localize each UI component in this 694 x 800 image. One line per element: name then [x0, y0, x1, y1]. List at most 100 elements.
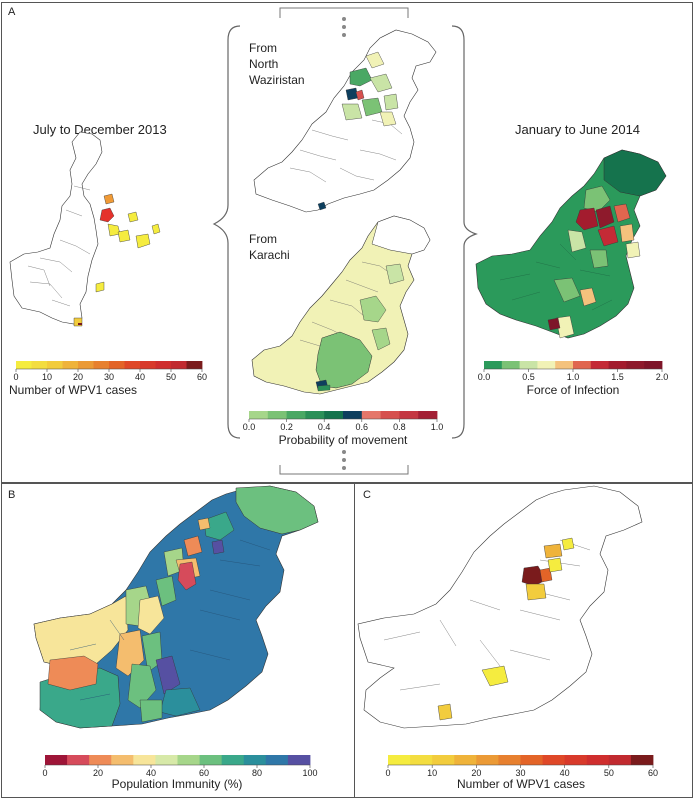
right-curly-brace: [451, 25, 478, 439]
case-district-c: [127, 211, 139, 223]
legend-cases-a-title: Number of WPV1 cases: [8, 383, 138, 397]
from-north-waziristan-label: From North Waziristan: [249, 41, 305, 87]
legend-immunity-swatch: [155, 755, 178, 765]
legend-cases-a-swatch: [171, 361, 187, 369]
legend-cases-c-swatch: [630, 755, 654, 765]
legend-cases-c-swatch: [388, 755, 411, 765]
legend-movement-swatch: [418, 411, 438, 419]
legend-immunity-swatch: [67, 755, 90, 765]
legend-tick-label: 1.0: [566, 372, 580, 382]
top-bracket: [279, 7, 409, 18]
legend-movement-swatch: [267, 411, 287, 419]
legend-movement-title: Probability of movement: [278, 433, 408, 447]
legend-tick-label: 1.5: [611, 372, 624, 382]
legend-cases-c-swatch: [476, 755, 499, 765]
legend-tick-label: 0.5: [522, 372, 535, 382]
legend-foi-swatch: [501, 361, 520, 369]
legend-foi-title: Force of Infection: [526, 383, 620, 397]
legend-cases-a-swatch: [155, 361, 172, 369]
legend-tick-label: 60: [196, 372, 208, 382]
legend-tick-label: 0.8: [393, 422, 406, 432]
legend-cases-a-swatch: [47, 361, 63, 369]
low-immunity-district: [177, 561, 197, 591]
legend-cases-a-swatch: [140, 361, 156, 369]
map-from-karachi: [251, 215, 431, 395]
legend-movement-swatch: [305, 411, 325, 419]
legend-tick-label: 40: [559, 768, 570, 778]
case-district-bajaur: [99, 207, 115, 223]
legend-cases-a-swatch: [186, 361, 203, 369]
legend-movement-swatch: [286, 411, 306, 419]
legend-cases-a-swatch: [109, 361, 125, 369]
top-dots-icon: [342, 17, 346, 37]
left-map-title: July to December 2013: [33, 122, 167, 137]
case-district-sindh: [481, 665, 509, 687]
legend-tick-label: 0: [13, 372, 19, 382]
legend-tick-label: 0.2: [280, 422, 293, 432]
legend-tick-label: 2.0: [655, 372, 669, 382]
legend-tick-label: 30: [515, 768, 526, 778]
map-wpv1-cases-c: [357, 485, 643, 729]
legend-immunity-title: Population Immunity (%): [111, 777, 243, 791]
waziristan-source: [345, 87, 359, 101]
legend-immunity-swatch: [265, 755, 289, 765]
legend-immunity-swatch: [287, 755, 311, 765]
legend-immunity-swatch: [199, 755, 223, 765]
legend-tick-label: 100: [302, 768, 318, 778]
legend-cases-c-swatch: [498, 755, 521, 765]
legend-tick-label: 20: [92, 768, 104, 778]
legend-foi-swatch: [626, 361, 645, 369]
legend-tick-label: 50: [165, 372, 177, 382]
legend-tick-label: 30: [103, 372, 115, 382]
panel-b-label: B: [8, 489, 16, 501]
legend-tick-label: 0.0: [242, 422, 256, 432]
legend-immunity-swatch: [89, 755, 112, 765]
legend-cases-c-swatch: [542, 755, 566, 765]
sindh-region: [315, 331, 373, 389]
legend-tick-label: 10: [427, 768, 438, 778]
legend-foi-swatch: [555, 361, 574, 369]
panel-a: [1, 2, 693, 483]
legend-movement-swatch: [249, 411, 269, 419]
legend-tick-label: 0.4: [317, 422, 331, 432]
legend-tick-label: 60: [198, 768, 210, 778]
legend-foi-swatch: [608, 361, 627, 369]
legend-cases-c: [387, 755, 654, 768]
legend-cases-a-swatch: [124, 361, 141, 369]
legend-cases-c-swatch: [564, 755, 588, 765]
legend-movement-swatch: [380, 411, 400, 419]
legend-cases-c-swatch: [432, 755, 455, 765]
legend-movement-swatch: [361, 411, 381, 419]
legend-foi-swatch: [590, 361, 609, 369]
map-population-immunity: [33, 485, 319, 729]
legend-cases-c-swatch: [608, 755, 632, 765]
legend-cases-a: [15, 361, 203, 372]
legend-cases-c-swatch: [410, 755, 433, 765]
legend-cases-c-swatch: [520, 755, 543, 765]
map-jul-dec-2013: [9, 131, 161, 327]
panel-c-label: C: [363, 489, 371, 501]
case-district-b: [117, 229, 131, 243]
legend-tick-label: 0.6: [355, 422, 369, 432]
legend-tick-label: 60: [647, 768, 659, 778]
legend-immunity-swatch: [243, 755, 267, 765]
legend-tick-label: 40: [134, 372, 146, 382]
legend-movement: [248, 411, 438, 422]
map-jan-jun-2014: [475, 149, 667, 339]
legend-tick-label: 0: [42, 768, 48, 778]
legend-immunity-swatch: [133, 755, 156, 765]
legend-movement-swatch: [399, 411, 419, 419]
legend-foi: [483, 361, 663, 372]
legend-cases-a-swatch: [31, 361, 48, 369]
legend-cases-c-swatch: [586, 755, 610, 765]
panel-c: [354, 483, 693, 798]
legend-tick-label: 0: [385, 768, 391, 778]
legend-tick-label: 20: [471, 768, 482, 778]
foi-hotspot-2: [595, 205, 615, 229]
legend-immunity-swatch: [177, 755, 200, 765]
legend-cases-a-swatch: [93, 361, 110, 369]
legend-foi-swatch: [519, 361, 538, 369]
panel-a-label: A: [8, 6, 16, 18]
legend-immunity-swatch: [45, 755, 68, 765]
